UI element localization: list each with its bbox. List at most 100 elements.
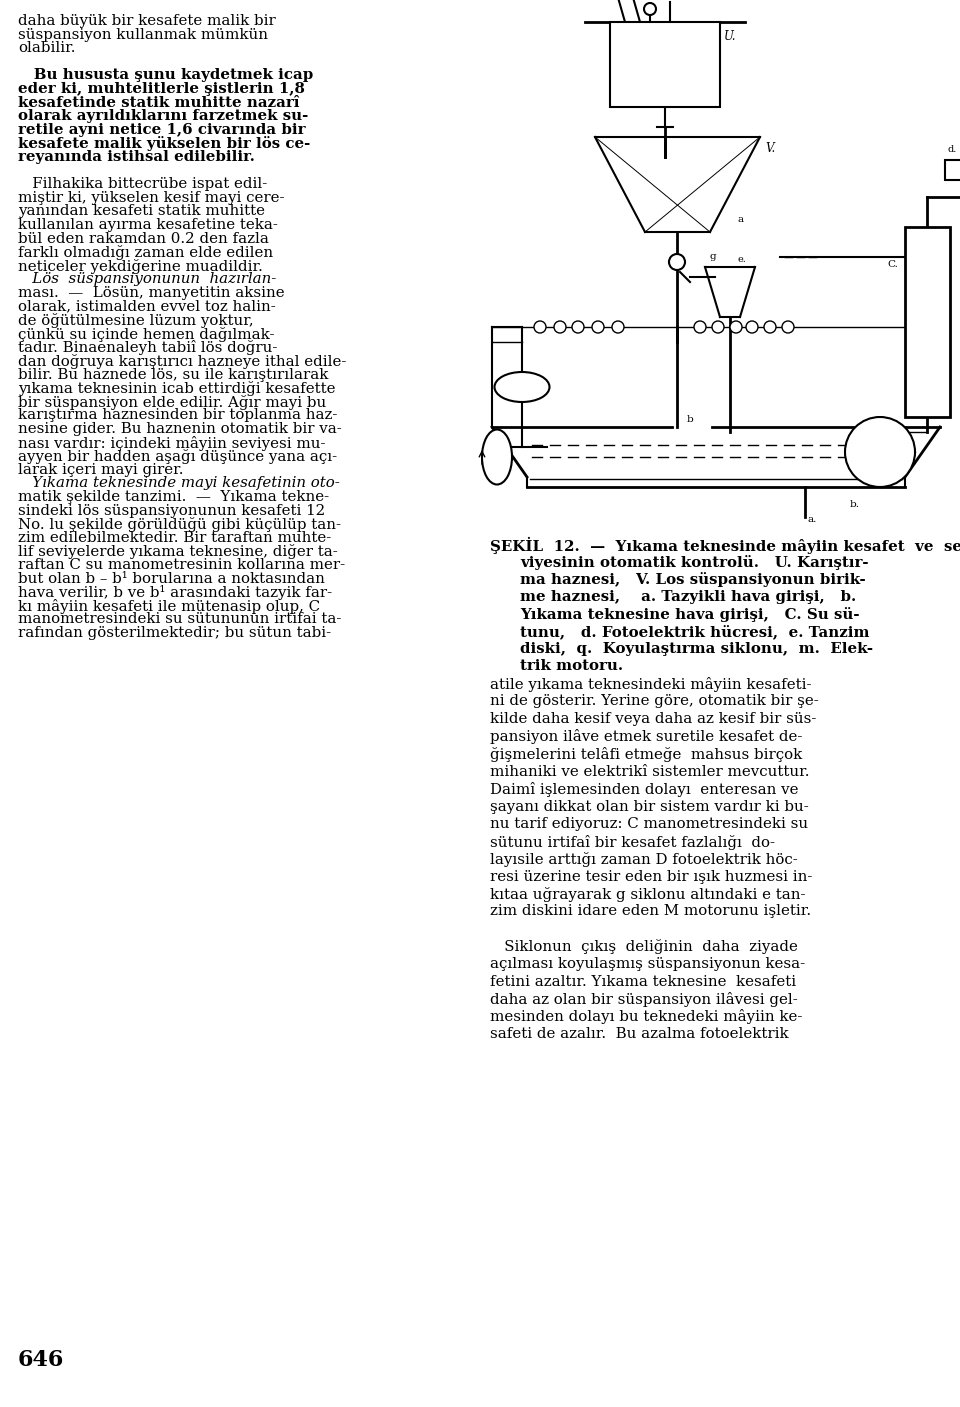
- Text: 646: 646: [18, 1349, 64, 1370]
- Text: e.: e.: [738, 255, 747, 265]
- Text: neticeler yekdiğerine muadildir.: neticeler yekdiğerine muadildir.: [18, 259, 263, 274]
- Text: sindeki lös süspansiyonunun kesafeti 12: sindeki lös süspansiyonunun kesafeti 12: [18, 504, 325, 518]
- Bar: [905, 227, 950, 416]
- Text: daha büyük bir kesafete malik bir: daha büyük bir kesafete malik bir: [18, 14, 276, 28]
- Text: Siklonun  çıkış  deliğinin  daha  ziyade: Siklonun çıkış deliğinin daha ziyade: [490, 940, 798, 954]
- Circle shape: [730, 321, 742, 333]
- Text: Yıkama teknesine hava girişi,   C. Su sü-: Yıkama teknesine hava girişi, C. Su sü-: [520, 606, 859, 622]
- Text: olabilir.: olabilir.: [18, 41, 76, 55]
- Text: zim diskini idare eden M motorunu işletir.: zim diskini idare eden M motorunu işleti…: [490, 905, 811, 919]
- Text: şayanı dikkat olan bir sistem vardır ki bu-: şayanı dikkat olan bir sistem vardır ki …: [490, 799, 808, 813]
- Circle shape: [554, 321, 566, 333]
- Circle shape: [694, 321, 706, 333]
- Text: Bu hususta şunu kaydetmek icap: Bu hususta şunu kaydetmek icap: [18, 69, 313, 83]
- Text: karıştırma haznesinden bir toplanma haz-: karıştırma haznesinden bir toplanma haz-: [18, 408, 337, 422]
- Text: g: g: [710, 252, 716, 262]
- Text: çünkü su içinde hemen dağılmak-: çünkü su içinde hemen dağılmak-: [18, 326, 275, 342]
- Text: kesafete malik yükselen bir lös ce-: kesafete malik yükselen bir lös ce-: [18, 136, 310, 152]
- Text: bilir. Bu haznede lös, su ile karıştırılarak: bilir. Bu haznede lös, su ile karıştırıl…: [18, 367, 328, 381]
- Circle shape: [612, 321, 624, 333]
- Text: miştir ki, yükselen kesif mayi cere-: miştir ki, yükselen kesif mayi cere-: [18, 191, 284, 205]
- Text: farklı olmadığı zaman elde edilen: farklı olmadığı zaman elde edilen: [18, 245, 274, 260]
- Text: yıkama teknesinin icab ettirdiği kesafette: yıkama teknesinin icab ettirdiği kesafet…: [18, 381, 335, 397]
- Text: reyanında istihsal edilebilir.: reyanında istihsal edilebilir.: [18, 151, 254, 165]
- Text: tadır. Binaenaleyh tabiî lös doğru-: tadır. Binaenaleyh tabiî lös doğru-: [18, 340, 277, 356]
- Text: kilde daha kesif veya daha az kesif bir süs-: kilde daha kesif veya daha az kesif bir …: [490, 712, 816, 726]
- Text: ayyen bir hadden aşağı düşünce yana açı-: ayyen bir hadden aşağı düşünce yana açı-: [18, 449, 337, 464]
- Text: nesine gider. Bu haznenin otomatik bir va-: nesine gider. Bu haznenin otomatik bir v…: [18, 422, 342, 436]
- Text: olarak, istimalden evvel toz halin-: olarak, istimalden evvel toz halin-: [18, 300, 276, 314]
- Text: Filhakika bittecrübe ispat edil-: Filhakika bittecrübe ispat edil-: [18, 177, 267, 191]
- Text: me haznesi,    a. Tazyikli hava girişi,   b.: me haznesi, a. Tazyikli hava girişi, b.: [520, 590, 856, 604]
- Text: viyesinin otomatik kontrolü.   U. Karıştır-: viyesinin otomatik kontrolü. U. Karıştır…: [520, 554, 869, 570]
- Text: U.: U.: [724, 30, 736, 44]
- Circle shape: [782, 321, 794, 333]
- Text: V.: V.: [765, 142, 776, 155]
- Text: retile ayni netice 1,6 civarında bir: retile ayni netice 1,6 civarında bir: [18, 122, 305, 136]
- Text: de öğütülmesine lüzum yoktur,: de öğütülmesine lüzum yoktur,: [18, 314, 253, 328]
- Text: a: a: [738, 215, 744, 224]
- Text: ğişmelerini telâfi etmeğe  mahsus birçok: ğişmelerini telâfi etmeğe mahsus birçok: [490, 747, 803, 763]
- Text: but olan b – b¹ borularına a noktasından: but olan b – b¹ borularına a noktasından: [18, 571, 324, 585]
- Text: eder ki, muhtelitlerle şistlerin 1,8: eder ki, muhtelitlerle şistlerin 1,8: [18, 82, 305, 96]
- Text: layısile arttığı zaman D fotoelektrik höc-: layısile arttığı zaman D fotoelektrik hö…: [490, 853, 798, 867]
- Bar: [610, 23, 720, 107]
- Text: Lös  süspansiyonunun  hazırlan-: Lös süspansiyonunun hazırlan-: [18, 273, 276, 287]
- Text: resi üzerine tesir eden bir ışık huzmesi in-: resi üzerine tesir eden bir ışık huzmesi…: [490, 870, 812, 884]
- Text: ması.  —  Lösün, manyetitin aksine: ması. — Lösün, manyetitin aksine: [18, 286, 284, 300]
- Text: açılması koyulaşmış süspansiyonun kesa-: açılması koyulaşmış süspansiyonun kesa-: [490, 957, 805, 971]
- Text: bül eden rakamdan 0.2 den fazla: bül eden rakamdan 0.2 den fazla: [18, 232, 269, 246]
- Text: daha az olan bir süspansiyon ilâvesi gel-: daha az olan bir süspansiyon ilâvesi gel…: [490, 992, 798, 1007]
- Text: b.: b.: [850, 499, 860, 509]
- Text: Daimî işlemesinden dolayı  enteresan ve: Daimî işlemesinden dolayı enteresan ve: [490, 782, 799, 796]
- Text: fetini azaltır. Yıkama teknesine  kesafeti: fetini azaltır. Yıkama teknesine kesafet…: [490, 975, 796, 989]
- Text: b: b: [687, 415, 694, 424]
- Text: safeti de azalır.  Bu azalma fotoelektrik: safeti de azalır. Bu azalma fotoelektrik: [490, 1027, 788, 1041]
- Text: rafından gösterilmektedir; bu sütun tabi-: rafından gösterilmektedir; bu sütun tabi…: [18, 626, 331, 640]
- Text: kullanılan ayırma kesafetine teka-: kullanılan ayırma kesafetine teka-: [18, 218, 277, 232]
- Text: larak içeri mayi girer.: larak içeri mayi girer.: [18, 463, 183, 477]
- Text: manometresindeki su sütununun irtifai ta-: manometresindeki su sütununun irtifai ta…: [18, 612, 342, 626]
- Text: d.: d.: [947, 145, 956, 153]
- Text: kıtaa uğrayarak g siklonu altındaki e tan-: kıtaa uğrayarak g siklonu altındaki e ta…: [490, 886, 805, 902]
- Text: bir süspansiyon elde edilir. Ağır mayi bu: bir süspansiyon elde edilir. Ağır mayi b…: [18, 395, 326, 409]
- Circle shape: [845, 416, 915, 487]
- Text: a.: a.: [808, 515, 817, 523]
- Text: pansiyon ilâve etmek suretile kesafet de-: pansiyon ilâve etmek suretile kesafet de…: [490, 729, 803, 744]
- Circle shape: [746, 321, 758, 333]
- Text: nası vardır: içindeki mâyiin seviyesi mu-: nası vardır: içindeki mâyiin seviyesi mu…: [18, 436, 325, 450]
- Text: Yıkama teknesinde mayi kesafetinin oto-: Yıkama teknesinde mayi kesafetinin oto-: [18, 477, 340, 491]
- Circle shape: [764, 321, 776, 333]
- Text: diski,  q.  Koyulaştırma siklonu,  m.  Elek-: diski, q. Koyulaştırma siklonu, m. Elek-: [520, 642, 874, 656]
- Text: yanından kesafeti statik muhitte: yanından kesafeti statik muhitte: [18, 204, 265, 218]
- Text: ni de gösterir. Yerine göre, otomatik bir şe-: ni de gösterir. Yerine göre, otomatik bi…: [490, 695, 819, 709]
- Text: olarak ayrıldıklarını farzetmek su-: olarak ayrıldıklarını farzetmek su-: [18, 110, 308, 124]
- Text: kesafetinde statik muhitte nazarî: kesafetinde statik muhitte nazarî: [18, 96, 300, 110]
- Text: dan doğruya karıştırıcı hazneye ithal edile-: dan doğruya karıştırıcı hazneye ithal ed…: [18, 355, 347, 369]
- Ellipse shape: [482, 429, 512, 484]
- Text: No. lu şekilde görüldüğü gibi küçülüp tan-: No. lu şekilde görüldüğü gibi küçülüp ta…: [18, 518, 341, 532]
- Text: zim edilebilmektedir. Bir taraftan muhte-: zim edilebilmektedir. Bir taraftan muhte…: [18, 530, 331, 545]
- Circle shape: [669, 255, 685, 270]
- Text: C.: C.: [887, 260, 898, 269]
- Circle shape: [572, 321, 584, 333]
- Text: süspansiyon kullanmak mümkün: süspansiyon kullanmak mümkün: [18, 28, 268, 42]
- Ellipse shape: [494, 371, 549, 402]
- Text: nu tarif ediyoruz: C manometresindeki su: nu tarif ediyoruz: C manometresindeki su: [490, 817, 808, 832]
- Circle shape: [712, 321, 724, 333]
- Text: ma haznesi,   V. Los süspansiyonun birik-: ma haznesi, V. Los süspansiyonun birik-: [520, 573, 866, 587]
- Text: raftan C su manometresinin kollarına mer-: raftan C su manometresinin kollarına mer…: [18, 559, 346, 573]
- Text: lif seviyelerde yıkama teknesine, diğer ta-: lif seviyelerde yıkama teknesine, diğer …: [18, 545, 338, 560]
- Text: atile yıkama teknesindeki mâyiin kesafeti-: atile yıkama teknesindeki mâyiin kesafet…: [490, 677, 811, 692]
- Text: sütunu irtifaî bir kesafet fazlalığı  do-: sütunu irtifaî bir kesafet fazlalığı do-: [490, 834, 775, 850]
- Text: trik motoru.: trik motoru.: [520, 660, 623, 674]
- Text: mihaniki ve elektrikî sistemler mevcuttur.: mihaniki ve elektrikî sistemler mevcuttu…: [490, 764, 809, 778]
- Bar: [945, 160, 960, 180]
- Text: matik şekilde tanzimi.  —  Yıkama tekne-: matik şekilde tanzimi. — Yıkama tekne-: [18, 490, 329, 504]
- Circle shape: [534, 321, 546, 333]
- Circle shape: [592, 321, 604, 333]
- Text: kı mâyiin kesafeti ile mütenasip olup, C: kı mâyiin kesafeti ile mütenasip olup, C: [18, 599, 320, 613]
- Text: mesinden dolayı bu teknedeki mâyiin ke-: mesinden dolayı bu teknedeki mâyiin ke-: [490, 1009, 803, 1024]
- Text: ŞEKİL  12.  —  Yıkama teknesinde mâyiin kesafet  ve  se-: ŞEKİL 12. — Yıkama teknesinde mâyiin kes…: [490, 537, 960, 554]
- Text: tunu,   d. Fotoelektrik hücresi,  e. Tanzim: tunu, d. Fotoelektrik hücresi, e. Tanzim: [520, 625, 870, 639]
